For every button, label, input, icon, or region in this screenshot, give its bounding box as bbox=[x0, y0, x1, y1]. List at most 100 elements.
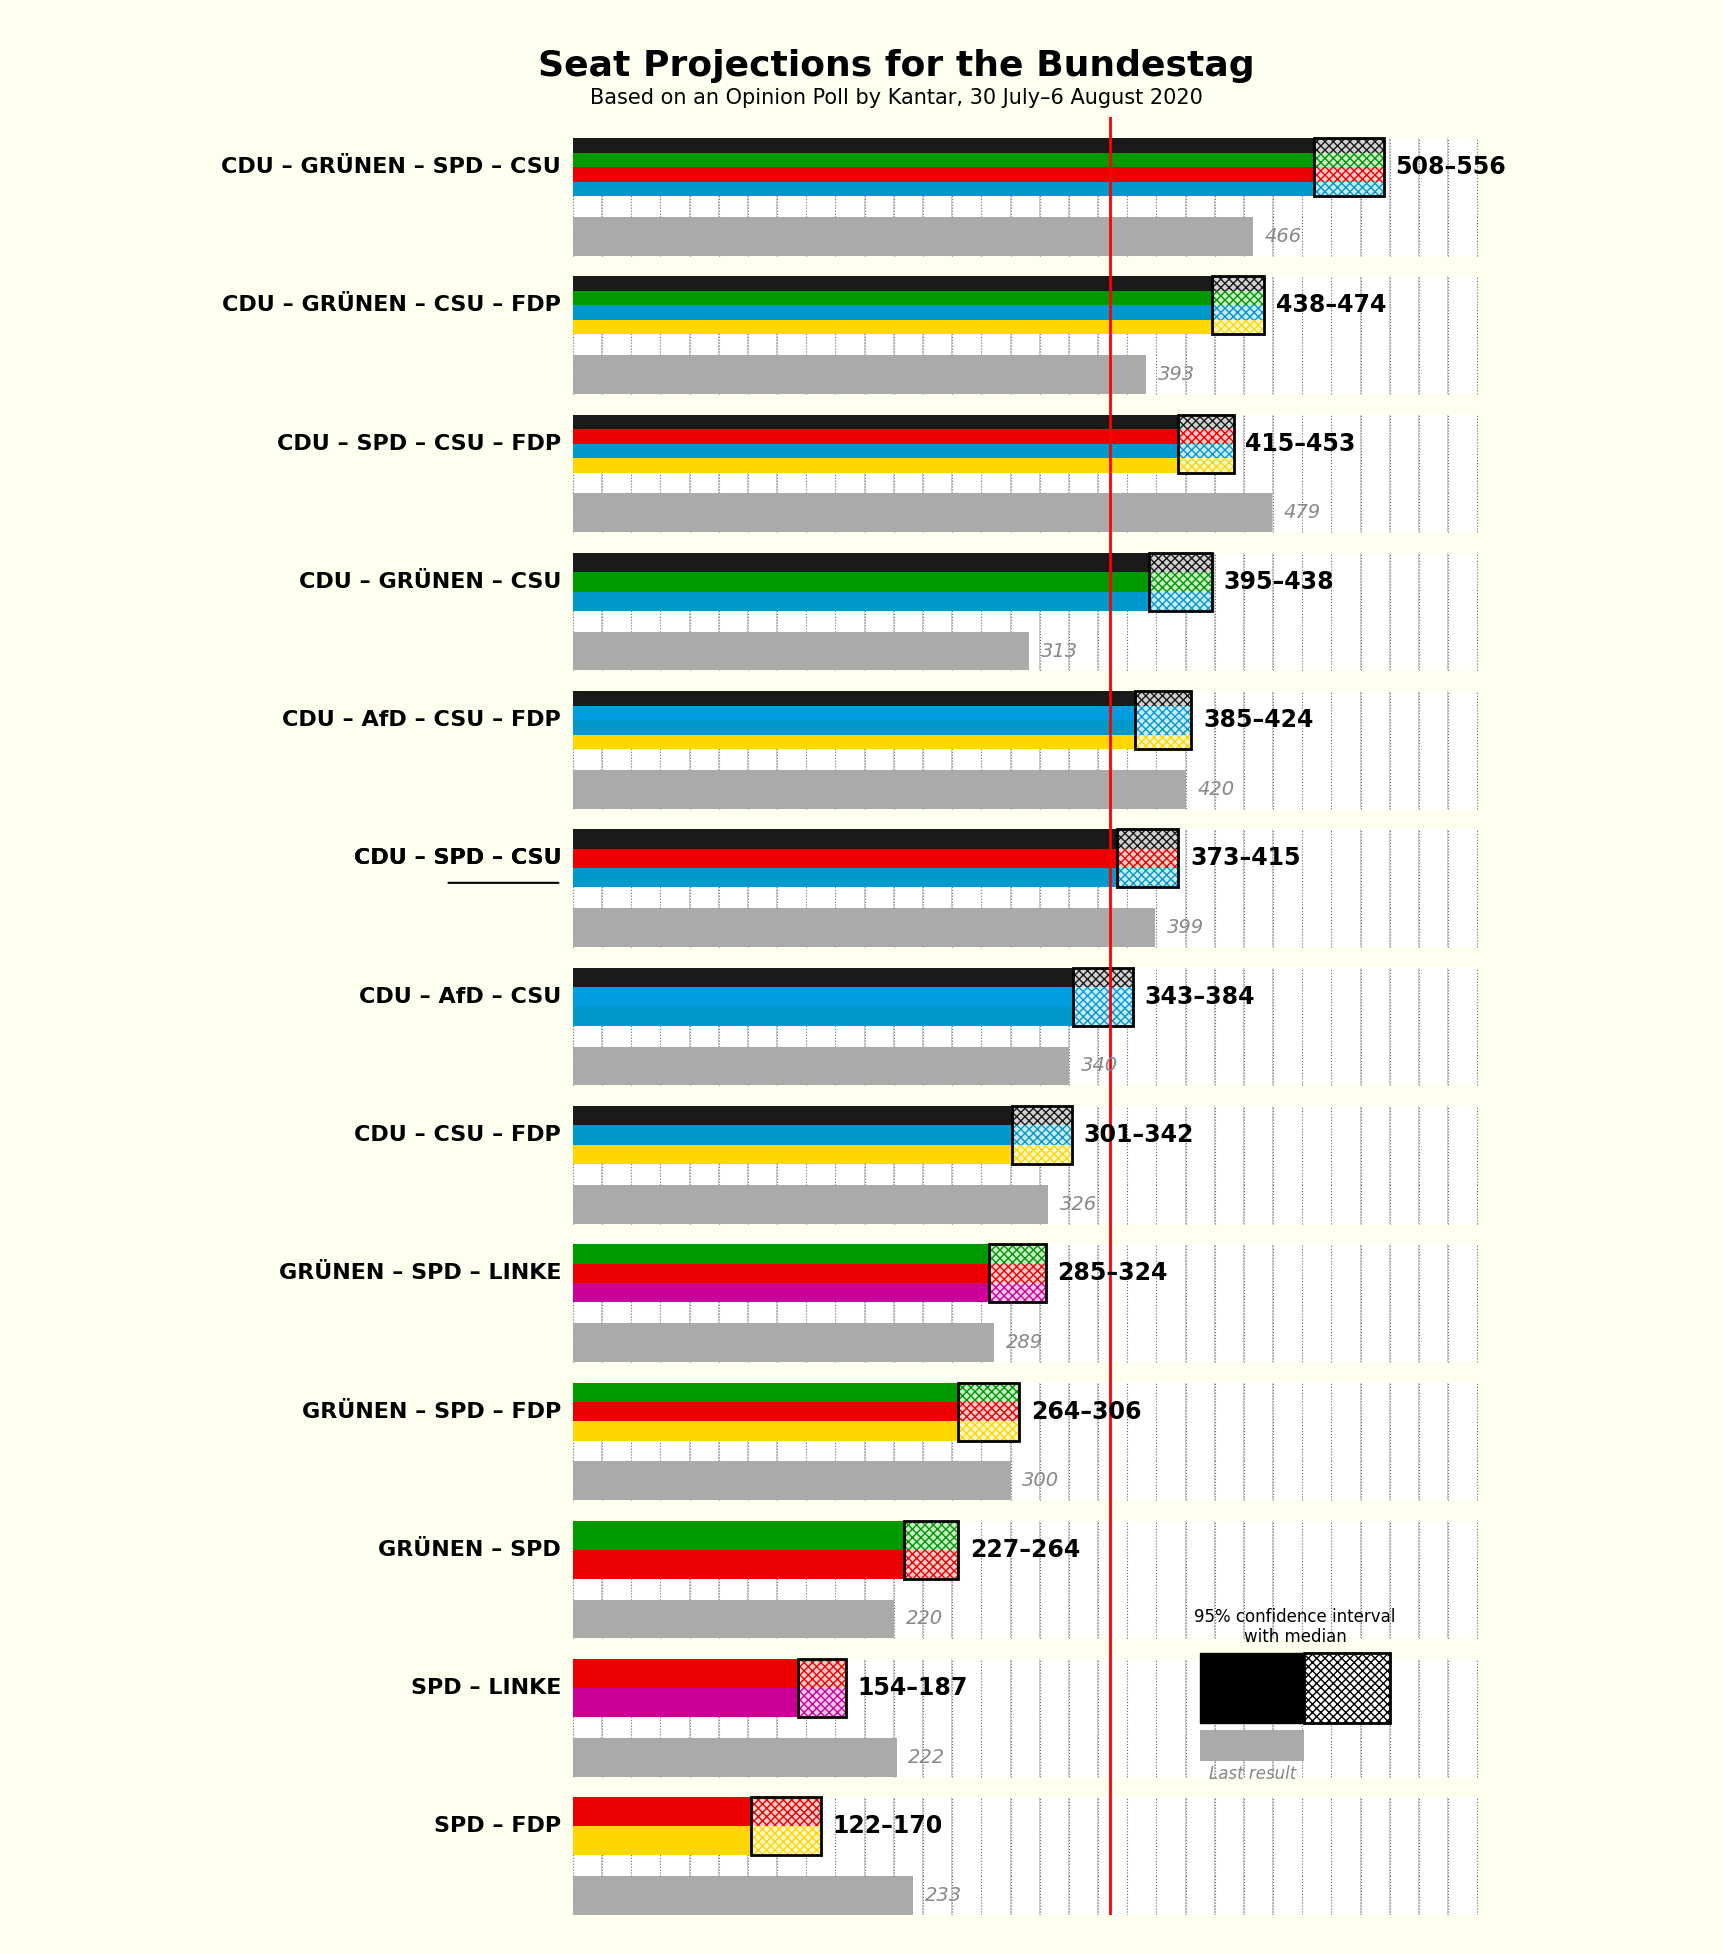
Text: 399: 399 bbox=[1166, 918, 1203, 938]
Bar bbox=[1359, 1520, 1389, 1600]
Text: 343–384: 343–384 bbox=[1144, 985, 1254, 1008]
Bar bbox=[1185, 828, 1213, 909]
Bar bbox=[865, 1737, 893, 1776]
Bar bbox=[1177, 414, 1234, 430]
Bar bbox=[1272, 1600, 1301, 1637]
Bar bbox=[1117, 828, 1177, 848]
Bar bbox=[1177, 457, 1234, 473]
Bar bbox=[1010, 356, 1039, 395]
Bar bbox=[1359, 828, 1389, 909]
Bar bbox=[1301, 770, 1330, 809]
Bar bbox=[903, 1550, 958, 1579]
Bar bbox=[1330, 1462, 1359, 1501]
Text: 415–453: 415–453 bbox=[1244, 432, 1354, 455]
Bar bbox=[1389, 1245, 1418, 1323]
Bar bbox=[1134, 721, 1191, 735]
Bar bbox=[1244, 770, 1272, 809]
Bar bbox=[1244, 217, 1272, 256]
Bar bbox=[1039, 1520, 1068, 1600]
Bar bbox=[836, 553, 863, 631]
Bar bbox=[718, 1659, 746, 1737]
Bar bbox=[836, 356, 863, 395]
Bar bbox=[865, 1245, 893, 1323]
Bar bbox=[836, 1047, 863, 1084]
Bar bbox=[806, 1047, 834, 1084]
Bar bbox=[1010, 1106, 1039, 1184]
Bar bbox=[1301, 1520, 1330, 1600]
Bar bbox=[1330, 276, 1359, 356]
Bar bbox=[572, 1284, 987, 1301]
Bar bbox=[1215, 770, 1242, 809]
Bar bbox=[689, 1520, 718, 1600]
Bar bbox=[718, 217, 746, 256]
Bar bbox=[1389, 139, 1418, 217]
Bar bbox=[1211, 276, 1263, 334]
Bar bbox=[748, 1659, 775, 1737]
Bar bbox=[631, 631, 660, 670]
Bar bbox=[572, 1827, 751, 1856]
Bar bbox=[865, 139, 893, 217]
Bar bbox=[748, 217, 775, 256]
Bar bbox=[718, 967, 746, 1047]
Bar bbox=[987, 1245, 1044, 1264]
Text: 385–424: 385–424 bbox=[1203, 707, 1313, 733]
Bar bbox=[1272, 692, 1301, 770]
Text: 289: 289 bbox=[1006, 1333, 1042, 1352]
Bar bbox=[601, 1600, 631, 1637]
Bar bbox=[660, 553, 689, 631]
Bar bbox=[1211, 320, 1263, 334]
Bar bbox=[1447, 1737, 1475, 1776]
Bar bbox=[572, 1126, 1011, 1145]
Bar bbox=[601, 553, 631, 631]
Bar bbox=[980, 692, 1010, 770]
Bar bbox=[1301, 1106, 1330, 1184]
Bar bbox=[777, 1659, 805, 1737]
Bar bbox=[1301, 692, 1330, 770]
Bar bbox=[922, 1462, 951, 1501]
Bar bbox=[601, 828, 631, 909]
Bar bbox=[751, 1798, 820, 1827]
Bar bbox=[572, 139, 1313, 152]
Bar bbox=[1068, 770, 1096, 809]
Bar bbox=[1359, 1047, 1389, 1084]
Bar bbox=[951, 692, 980, 770]
Bar bbox=[1313, 152, 1384, 166]
Bar bbox=[748, 1600, 775, 1637]
Bar bbox=[806, 1876, 834, 1915]
Bar bbox=[660, 1798, 689, 1876]
Text: 479: 479 bbox=[1282, 504, 1320, 522]
Bar bbox=[1330, 1737, 1359, 1776]
Bar bbox=[836, 217, 863, 256]
Bar bbox=[1313, 166, 1384, 182]
Bar bbox=[893, 1659, 922, 1737]
Bar bbox=[1068, 1184, 1096, 1223]
Bar bbox=[1149, 592, 1211, 612]
Bar bbox=[777, 1245, 805, 1323]
Bar bbox=[1211, 291, 1263, 305]
Bar bbox=[980, 1462, 1010, 1501]
Bar bbox=[660, 828, 689, 909]
Bar bbox=[601, 1876, 631, 1915]
Bar bbox=[572, 1737, 1477, 1776]
Bar bbox=[777, 414, 805, 492]
Bar bbox=[1244, 1323, 1272, 1362]
Bar bbox=[572, 1245, 987, 1264]
Bar bbox=[1068, 414, 1096, 492]
Bar bbox=[951, 909, 980, 948]
Bar bbox=[836, 1184, 863, 1223]
Bar bbox=[1447, 1323, 1475, 1362]
Text: CDU – GRÜNEN – CSU – FDP: CDU – GRÜNEN – CSU – FDP bbox=[222, 295, 562, 315]
Bar bbox=[572, 692, 1477, 770]
Bar bbox=[660, 276, 689, 356]
Bar bbox=[1068, 1245, 1096, 1323]
Bar bbox=[572, 217, 601, 256]
Bar bbox=[1330, 631, 1359, 670]
Bar bbox=[1418, 1462, 1447, 1501]
Bar bbox=[1215, 1047, 1242, 1084]
Bar bbox=[1156, 828, 1184, 909]
Bar bbox=[951, 217, 980, 256]
Bar bbox=[893, 276, 922, 356]
Bar bbox=[1301, 1876, 1330, 1915]
Bar bbox=[958, 1383, 1018, 1440]
Bar bbox=[1039, 692, 1068, 770]
